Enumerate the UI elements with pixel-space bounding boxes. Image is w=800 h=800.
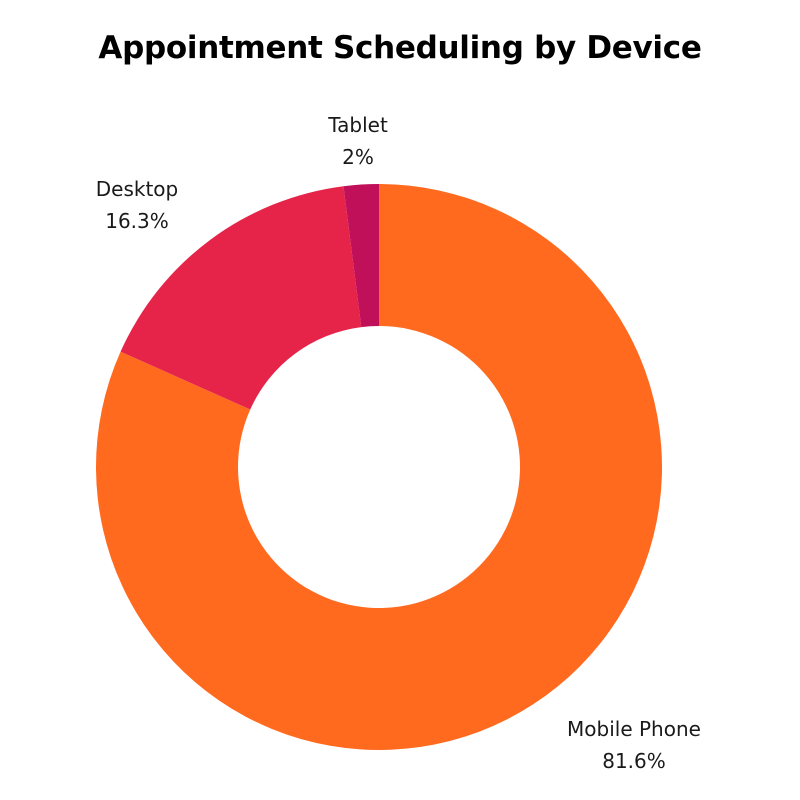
slice-label-desktop: Desktop 16.3%	[96, 177, 178, 233]
value-label: 2%	[342, 145, 374, 169]
category-label: Desktop	[96, 177, 178, 201]
value-label: 16.3%	[105, 209, 169, 233]
labels-group: Mobile Phone 81.6% Desktop 16.3% Tablet 2%	[96, 113, 701, 773]
slices-group	[96, 184, 663, 750]
slice-tablet	[343, 184, 379, 328]
slice-mobile-phone	[96, 184, 663, 750]
slice-desktop	[120, 186, 362, 410]
category-label: Mobile Phone	[567, 717, 701, 741]
category-label: Tablet	[327, 113, 388, 137]
value-label: 81.6%	[602, 749, 666, 773]
chart-title: Appointment Scheduling by Device	[98, 30, 702, 66]
slice-label-tablet: Tablet 2%	[327, 113, 388, 169]
slice-label-mobile-phone: Mobile Phone 81.6%	[567, 717, 701, 773]
